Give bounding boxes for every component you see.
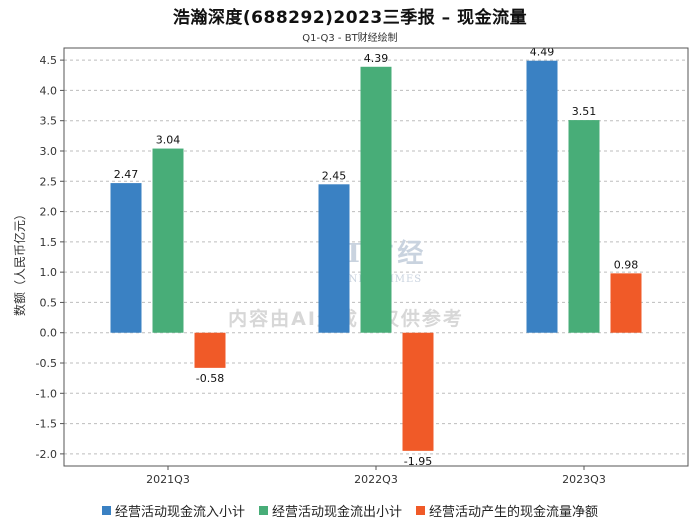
data-label: 2.45 <box>322 169 347 182</box>
bar-2023Q3-series-3 <box>610 273 642 333</box>
y-tick-label: 4.5 <box>40 54 58 67</box>
bar-2021Q3-series-3 <box>194 332 226 368</box>
y-tick-label: 1.0 <box>40 266 58 279</box>
bar-2023Q3-series-1 <box>526 60 558 333</box>
y-tick-label: 2.0 <box>40 206 58 219</box>
y-axis-label: 数额（人民币亿元） <box>12 208 27 316</box>
y-tick-label: 4.0 <box>40 84 58 97</box>
bar-2022Q3-series-3 <box>402 332 434 451</box>
bar-2021Q3-series-2 <box>152 148 184 333</box>
x-tick-label: 2023Q3 <box>562 473 606 486</box>
bars: 2.47 3.04 -0.58 2.45 4.39 -1.95 4.49 3.51 0.98 <box>110 46 642 468</box>
legend-item-3: 经营活动产生的现金流量净额 <box>416 501 598 520</box>
legend-label: 经营活动现金流入小计 <box>114 505 245 520</box>
chart-title: 浩瀚深度(688292)2023三季报 – 现金流量 <box>172 8 528 28</box>
data-label: 4.39 <box>364 52 389 65</box>
legend-label: 经营活动产生的现金流量净额 <box>429 505 599 520</box>
legend-swatch <box>258 506 268 515</box>
bar-2022Q3-series-2 <box>360 66 392 333</box>
data-label: 3.04 <box>156 134 181 147</box>
y-tick-label: 2.5 <box>40 175 58 188</box>
x-tick-label: 2022Q3 <box>354 473 398 486</box>
bar-2022Q3-series-1 <box>318 184 350 333</box>
legend-item-1: 经营活动现金流入小计 <box>101 501 245 520</box>
data-label: -0.58 <box>196 372 224 385</box>
bar-2023Q3-series-2 <box>568 120 600 333</box>
y-tick-label: -1.0 <box>36 387 57 400</box>
y-tick-label: 3.0 <box>40 145 58 158</box>
data-label: -1.95 <box>404 455 432 468</box>
legend-swatch <box>101 506 111 515</box>
x-tick-label: 2021Q3 <box>146 473 190 486</box>
legend: 经营活动现金流入小计 经营活动现金流出小计 经营活动产生的现金流量净额 <box>0 501 700 520</box>
legend-item-2: 经营活动现金流出小计 <box>258 501 402 520</box>
y-tick-label: 3.5 <box>40 115 58 128</box>
bar-2021Q3-series-1 <box>110 183 142 333</box>
y-tick-label: 1.5 <box>40 236 58 249</box>
data-label: 2.47 <box>114 168 139 181</box>
y-tick-label: 0.0 <box>40 327 58 340</box>
data-label: 4.49 <box>530 46 555 59</box>
y-tick-label: -2.0 <box>36 448 57 461</box>
chart-subtitle: Q1-Q3 - BT财经绘制 <box>302 33 398 44</box>
y-tick-label: -1.5 <box>36 418 57 431</box>
legend-swatch <box>416 506 425 515</box>
data-label: 3.51 <box>572 105 597 118</box>
legend-label: 经营活动现金流出小计 <box>271 505 402 520</box>
y-tick-label: 0.5 <box>40 296 58 309</box>
y-tick-label: -0.5 <box>36 357 57 370</box>
axes: 4.5 4.0 3.5 3.0 2.5 2.0 1.5 1.0 0.5 0.0 -0.5 -1.0 -1… <box>36 47 689 486</box>
data-label: 0.98 <box>614 258 639 271</box>
